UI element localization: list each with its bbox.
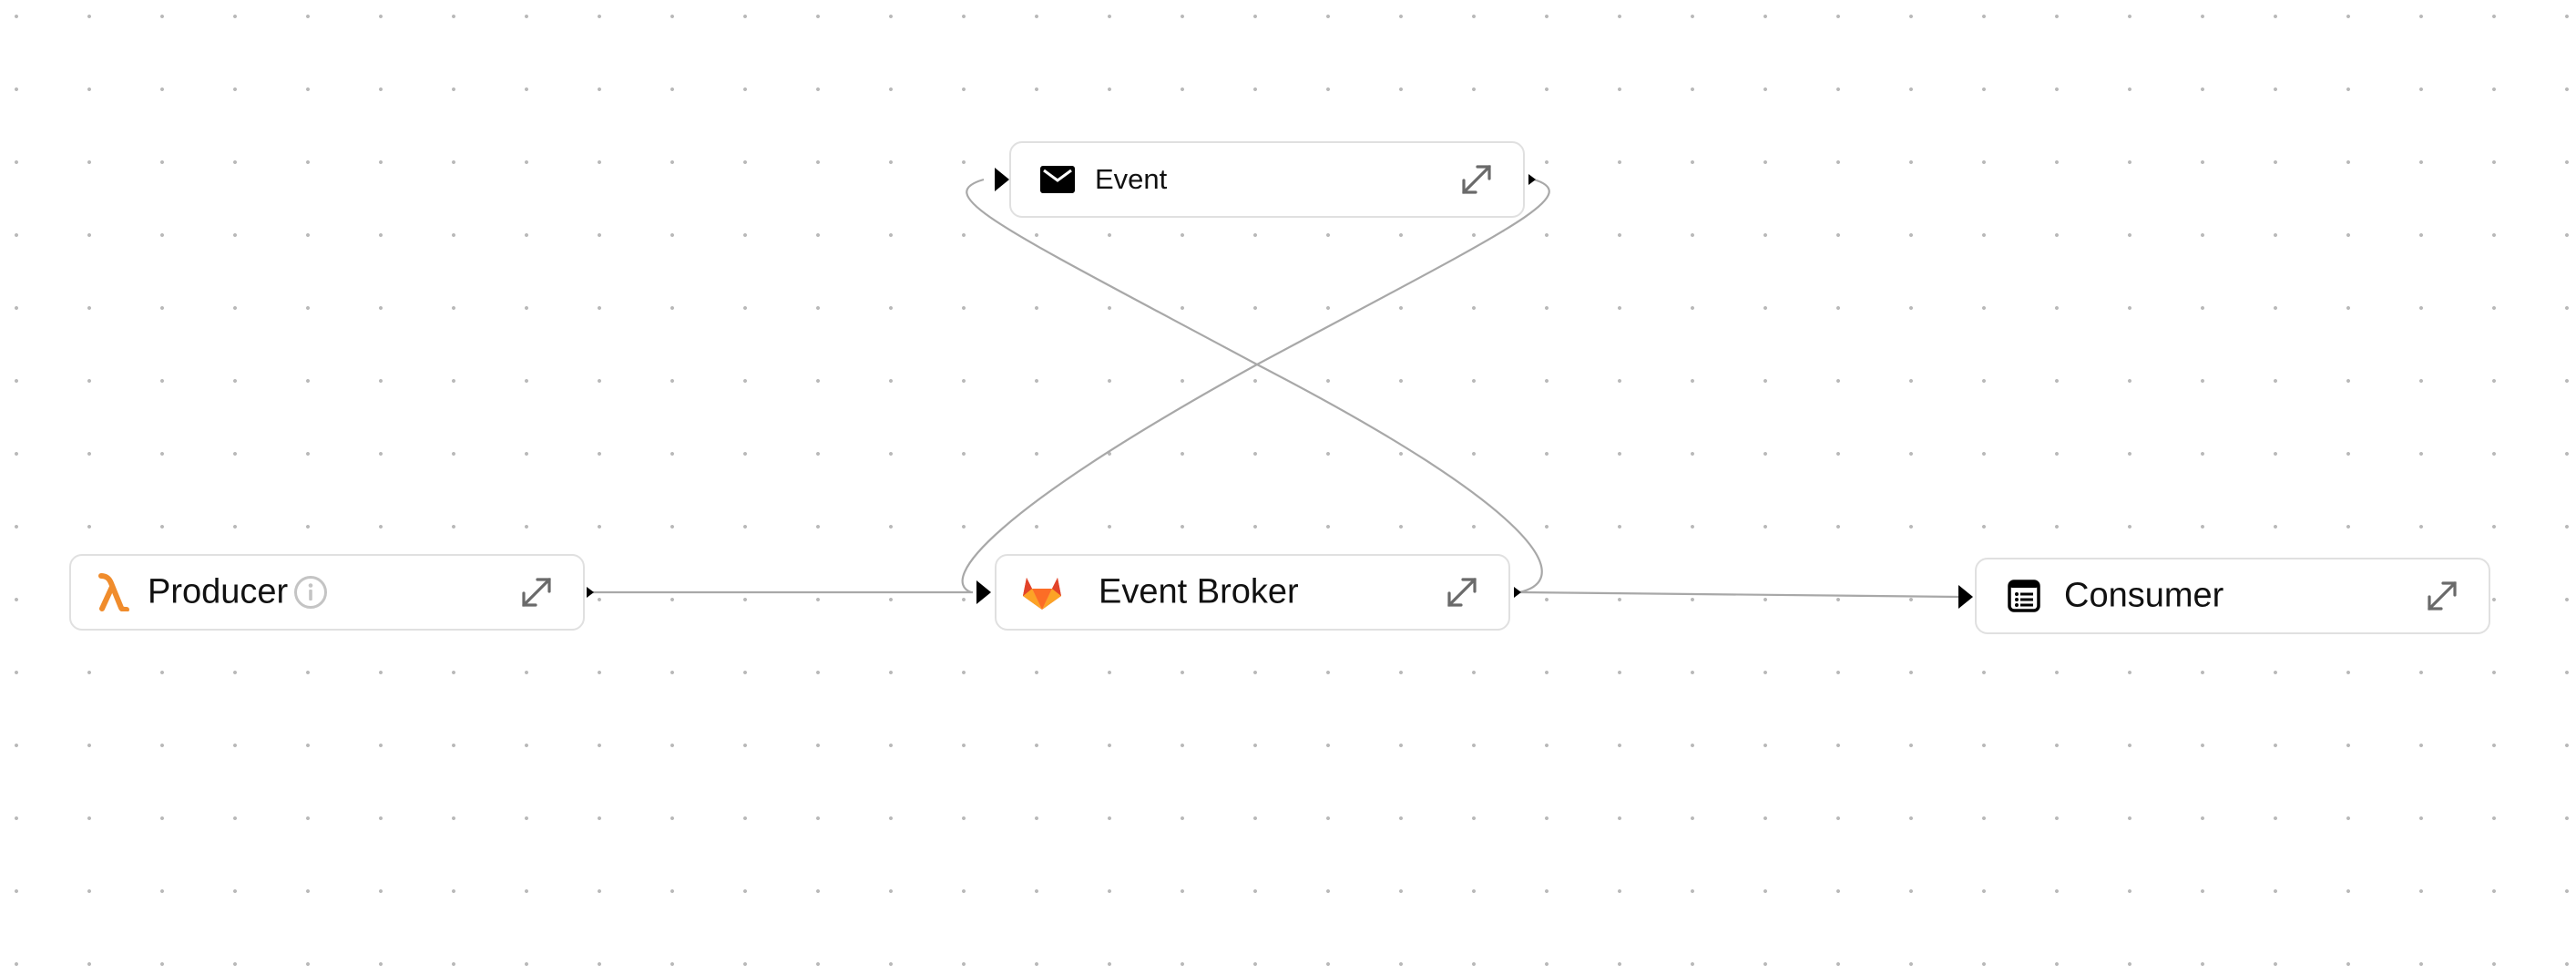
node-event[interactable]: Event — [1009, 141, 1525, 218]
gitlab-fox-icon — [1022, 574, 1062, 611]
edge-event-to-broker — [961, 178, 1550, 594]
arrowhead-consumer-in — [1958, 585, 1973, 609]
expand-icon[interactable] — [1445, 575, 1479, 610]
node-label-consumer: Consumer — [2064, 576, 2224, 615]
info-icon[interactable] — [293, 575, 328, 610]
node-consumer[interactable]: Consumer — [1975, 558, 2490, 634]
expand-icon[interactable] — [1459, 162, 1494, 197]
expand-icon[interactable] — [519, 575, 554, 610]
edge-broker-to-consumer — [1518, 590, 1959, 599]
source-handle-event[interactable] — [1528, 174, 1536, 185]
source-handle-producer[interactable] — [587, 587, 594, 598]
node-producer[interactable]: Producer — [69, 554, 585, 631]
node-label-event: Event — [1095, 163, 1168, 195]
node-event-broker[interactable]: Event Broker — [995, 554, 1510, 631]
arrowhead-broker-in — [976, 580, 991, 604]
node-label-event-broker: Event Broker — [1099, 572, 1299, 611]
arrowhead-event-in — [995, 168, 1009, 191]
source-handle-broker[interactable] — [1514, 587, 1521, 598]
list-document-icon — [2008, 580, 2040, 612]
edge-broker-to-event — [966, 178, 1543, 594]
expand-icon[interactable] — [2425, 579, 2459, 613]
node-label-producer: Producer — [148, 572, 289, 611]
lambda-icon — [98, 573, 129, 611]
envelope-icon — [1040, 166, 1075, 193]
